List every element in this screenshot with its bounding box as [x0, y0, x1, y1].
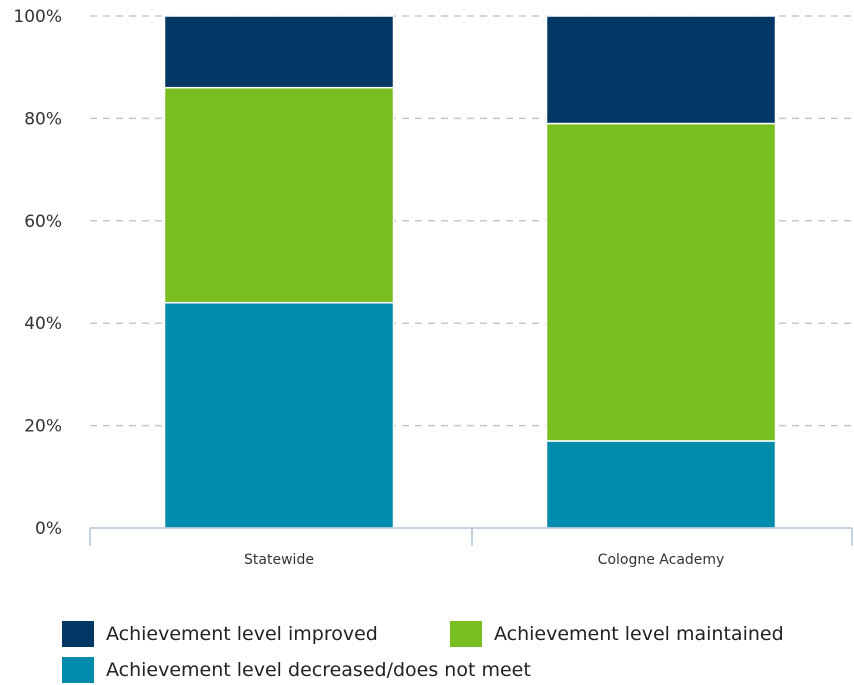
- legend-item-maintained[interactable]: Achievement level maintained: [450, 620, 784, 648]
- bar-segment[interactable]: [545, 440, 777, 529]
- legend-label-improved: Achievement level improved: [106, 623, 378, 645]
- y-tick-label: 20%: [24, 417, 62, 437]
- bar-segment[interactable]: [163, 86, 395, 304]
- legend-label-maintained: Achievement level maintained: [494, 623, 784, 645]
- legend-item-decreased[interactable]: Achievement level decreased/does not mee…: [62, 656, 531, 684]
- bar-segment[interactable]: [545, 15, 777, 125]
- y-tick-label: 40%: [24, 314, 62, 334]
- y-tick-label: 100%: [13, 7, 62, 27]
- legend-swatch-maintained: [450, 621, 482, 647]
- legend-label-decreased: Achievement level decreased/does not mee…: [106, 659, 531, 681]
- gridlines: [90, 15, 852, 427]
- x-axis-category-labels: Statewide Cologne Academy: [244, 552, 724, 568]
- legend-swatch-decreased: [62, 657, 94, 683]
- bar-segment[interactable]: [163, 301, 395, 529]
- x-axis: [89, 527, 853, 546]
- y-axis-ticks: 0% 20% 40% 60% 80% 100%: [13, 7, 62, 539]
- y-tick-label: 60%: [24, 212, 62, 232]
- legend-item-improved[interactable]: Achievement level improved: [62, 620, 378, 648]
- x-category-label: Cologne Academy: [598, 552, 725, 568]
- y-tick-label: 0%: [35, 519, 62, 539]
- bars: [163, 15, 777, 529]
- legend-swatch-improved: [62, 621, 94, 647]
- x-category-label: Statewide: [244, 552, 314, 568]
- y-tick-label: 80%: [24, 109, 62, 129]
- bar-segment[interactable]: [163, 15, 395, 89]
- bar-segment[interactable]: [545, 122, 777, 442]
- stacked-bar-chart: 0% 20% 40% 60% 80% 100% Statewide Cologne Acad…: [13, 7, 853, 568]
